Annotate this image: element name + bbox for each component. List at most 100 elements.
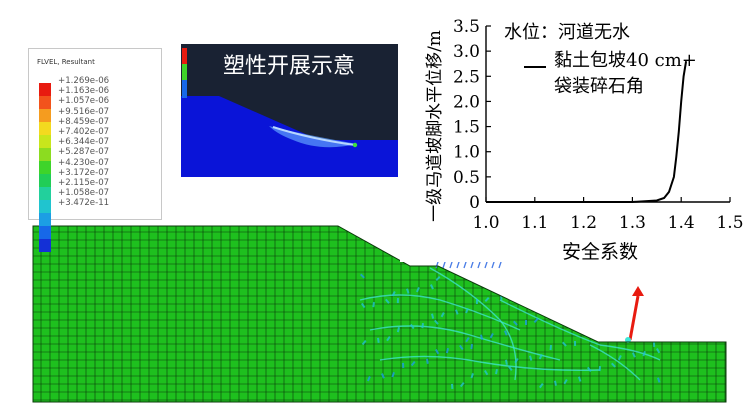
legend-label: +6.344e-07 [58, 137, 110, 148]
legend-label: +1.057e-06 [58, 96, 110, 107]
flow-vector [578, 295, 582, 301]
color-legend: FLVEL, Resultant +1.269e-06 +1.163e-06 +1.… [28, 48, 162, 252]
flow-vector [607, 327, 612, 333]
flow-vector [372, 302, 375, 308]
flow-vector [435, 349, 440, 355]
y-tick-label: 2.0 [453, 92, 480, 112]
x-tick-label: 1.5 [716, 213, 743, 233]
flow-vector [617, 325, 621, 332]
flow-vector [612, 290, 617, 296]
legend-swatch [39, 174, 51, 187]
flow-vector [653, 341, 656, 347]
flow-vector [416, 287, 420, 293]
flow-vector [489, 332, 494, 339]
toe-arrow-head [632, 286, 644, 296]
legend-label: +3.172e-07 [58, 167, 110, 178]
flow-vector [426, 358, 429, 364]
flow-vector [508, 365, 513, 371]
x-tick-label: 1.3 [619, 213, 646, 233]
flow-vector [554, 380, 557, 386]
legend-label: +9.516e-07 [58, 106, 110, 117]
flow-vector [544, 279, 547, 286]
flow-vector [612, 318, 618, 325]
flow-vector [538, 383, 544, 389]
flow-vector [574, 340, 577, 346]
flow-vector [440, 311, 445, 318]
legend-swatch [39, 213, 51, 226]
flow-vector [376, 337, 380, 343]
flow-vector [544, 309, 548, 315]
legend-label: +5.287e-07 [58, 147, 110, 158]
legend-label: +2.115e-07 [58, 178, 110, 189]
flow-vector [525, 320, 527, 325]
flow-vector [549, 345, 552, 351]
legend-swatches [39, 83, 51, 252]
flow-vector [533, 280, 538, 287]
flow-vector [360, 273, 365, 279]
legend-swatch [39, 122, 51, 135]
series-line [486, 61, 688, 203]
flow-vector [637, 315, 642, 321]
x-axis-label: 安全系数 [562, 241, 638, 262]
legend-labels: +1.269e-06 +1.163e-06 +1.057e-06 +9.516e-07… [58, 76, 109, 209]
x-tick-label: 1.2 [570, 213, 597, 233]
flow-vector [504, 330, 508, 336]
flow-vector [631, 352, 636, 358]
flow-vector [628, 316, 631, 322]
flow-vector [611, 362, 616, 368]
inset-mini-legend-mid [182, 64, 187, 80]
flow-vector [391, 291, 396, 297]
flow-vector [401, 362, 405, 368]
legend-swatch [39, 96, 51, 109]
inset-toe-marker [352, 142, 358, 148]
flow-vector [366, 376, 371, 382]
flow-vector [479, 334, 484, 340]
chart-background [400, 0, 744, 262]
flow-vector [465, 308, 469, 314]
flow-vector [421, 323, 424, 329]
flow-vector [513, 320, 518, 326]
flow-streak [369, 325, 561, 361]
inset-plastic-band [272, 126, 356, 146]
flow-vector [647, 277, 650, 283]
flow-vector [587, 366, 592, 372]
flow-vector [406, 288, 410, 294]
flow-vector [568, 305, 572, 311]
legend-title: FLVEL, Resultant [37, 58, 95, 66]
legend-swatch [39, 226, 51, 239]
y-tick-label: 2.5 [453, 67, 480, 87]
flow-vector [384, 298, 390, 304]
flow-vector [655, 348, 661, 354]
flow-streak [359, 294, 521, 331]
legend-label: +1.163e-06 [58, 86, 110, 97]
legend-label: +4.230e-07 [58, 157, 110, 168]
inset-mini-legend-low [182, 80, 187, 98]
flow-vector [396, 298, 399, 304]
flow-vector [519, 283, 523, 290]
flow-vectors [359, 267, 661, 389]
flow-vector [435, 276, 441, 281]
chart-ticks: 1.0 1.1 1.2 1.3 1.4 1.5 0 0.5 1.0 1.5 2.0 2.5 3.0 3.5 [453, 17, 744, 233]
flow-vector [361, 302, 366, 309]
flow-vector [434, 319, 439, 325]
flow-vector [577, 376, 582, 382]
flow-vector [558, 306, 563, 312]
flow-streak [379, 355, 601, 372]
x-tick-label: 1.1 [521, 213, 548, 233]
soil-outline [32, 225, 727, 403]
legend-label: +8.459e-07 [58, 116, 110, 127]
plastic-zone-inset: 塑性开展示意 [181, 44, 398, 177]
legend-swatch [39, 239, 51, 252]
flow-vector [495, 368, 498, 375]
legend-swatch [39, 187, 51, 200]
legend-swatch [39, 109, 51, 122]
chart-annotation: 水位：河道无水 [504, 22, 630, 43]
legend-swatch [39, 135, 51, 148]
flow-vector [410, 361, 416, 367]
flow-vector [484, 369, 489, 376]
flow-vector [361, 340, 367, 346]
flow-vector [593, 329, 597, 336]
inset-title: 塑性开展示意 [223, 54, 356, 79]
legend-series-name-2: 袋装碎石角 [554, 76, 644, 97]
